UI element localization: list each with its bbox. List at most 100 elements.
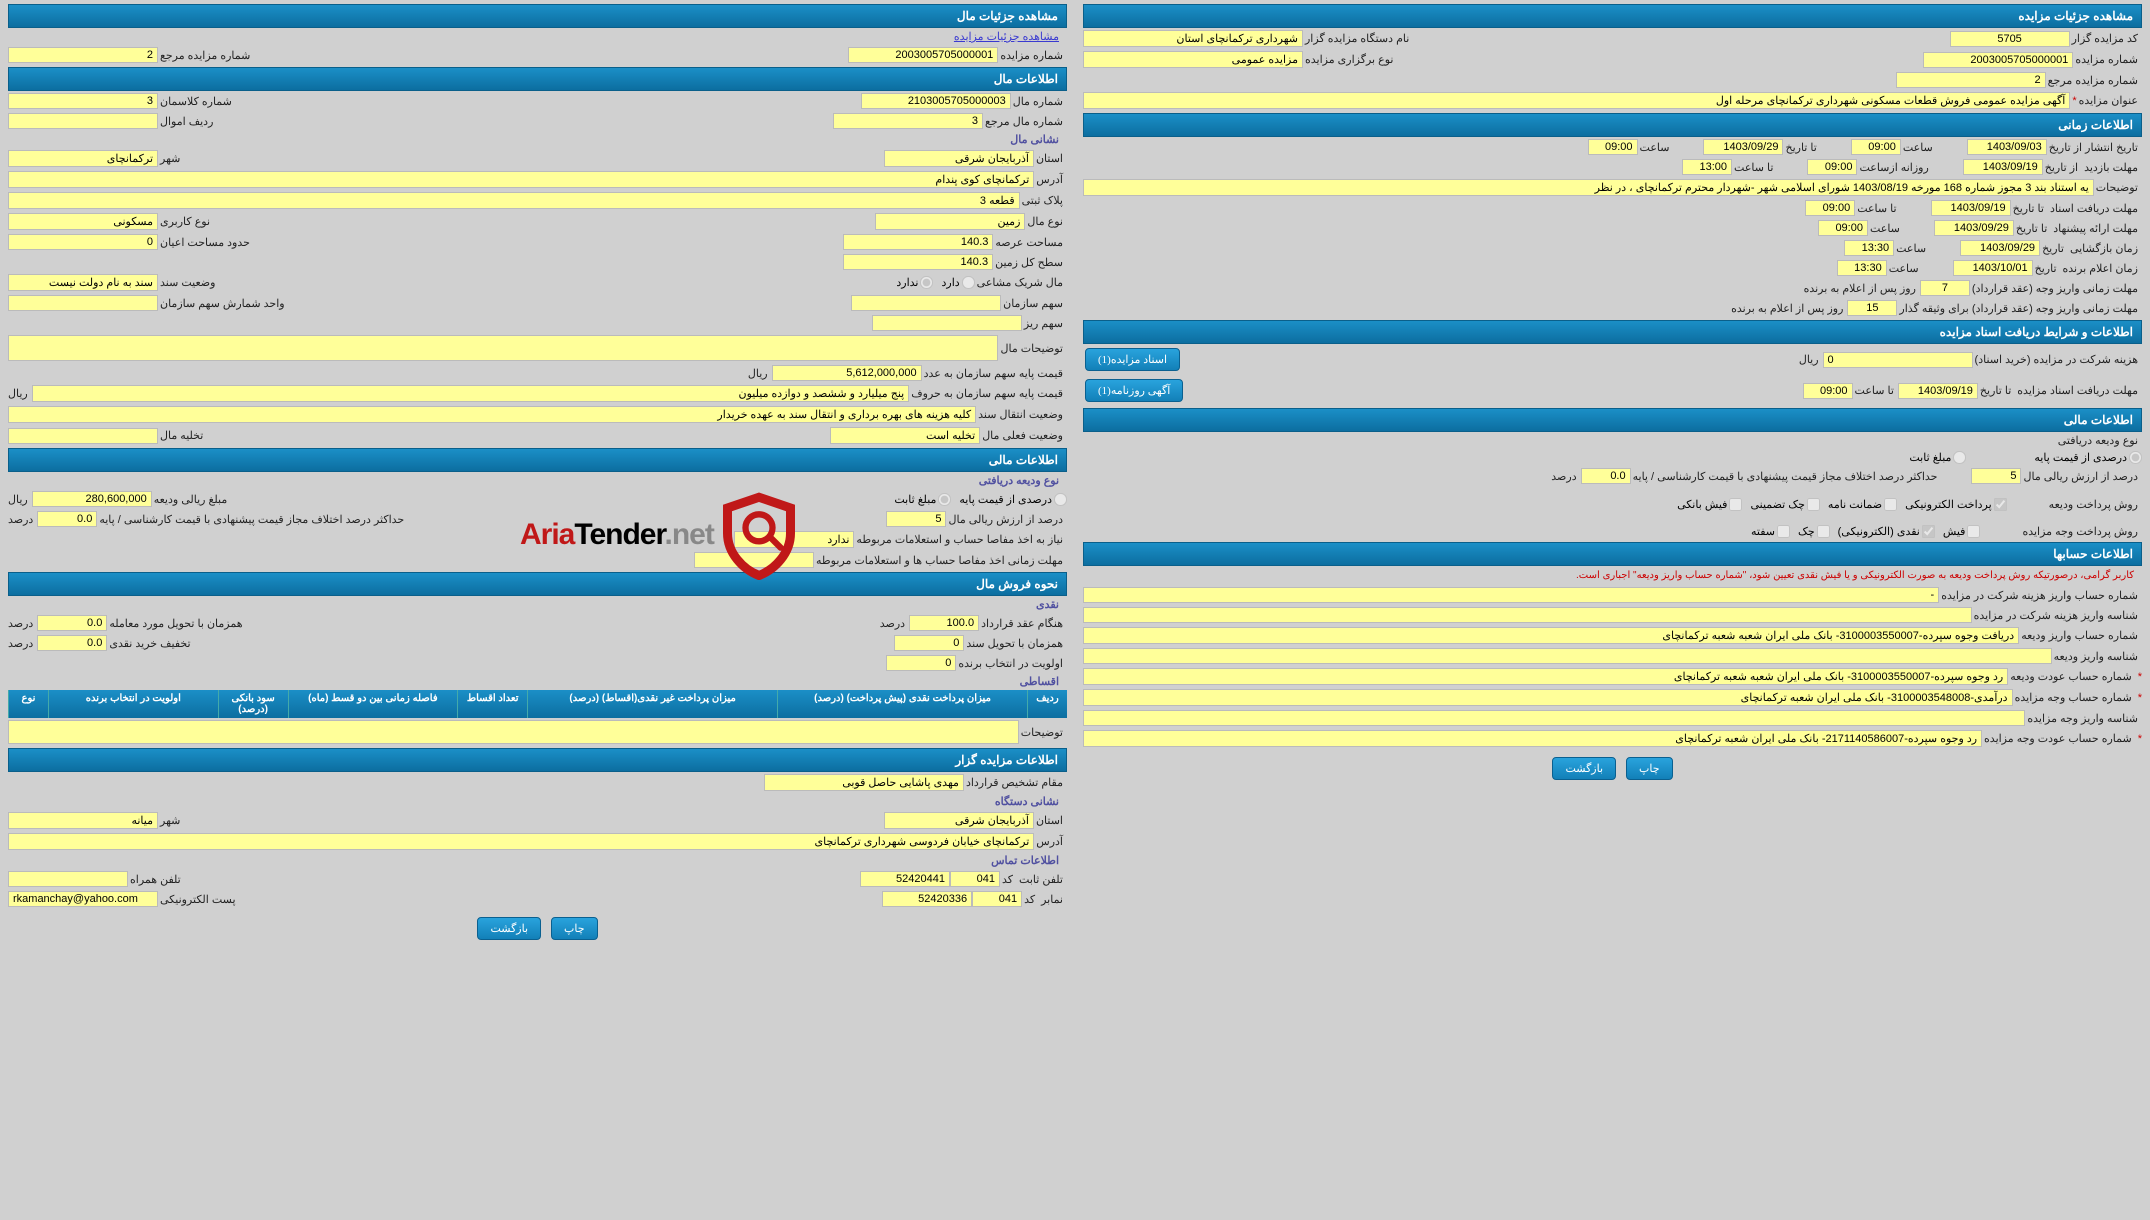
th-prepay: میزان پرداخت نقدی (پیش پرداخت) (درصد) [777,690,1027,718]
sub-contact: اطلاعات تماس [8,852,1067,869]
header-doc-cond: اطلاعات و شرایط دریافت اسناد مزایده [1083,320,2142,344]
lbl-mob: تلفن همراه [128,873,185,886]
lbl-org-share: سهم سازمان [1001,297,1067,310]
back-button-left[interactable]: بازگشت [477,917,541,940]
lbl-fax-code: کد [1022,893,1039,906]
lbl-pub-to: تا تاریخ [1783,141,1820,154]
val-base-num: 5,612,000,000 [772,365,922,381]
lbl-chk: چک [1790,525,1817,538]
val-class-num: 3 [8,93,158,109]
val-open-date: 1403/09/29 [1960,240,2040,256]
val-city: ترکمانچای [8,150,158,167]
print-button-left[interactable]: چاپ [551,917,598,940]
val-acc5: رد وجوه سپرده-3100003550007- بانک ملی ای… [1083,668,2008,685]
lbl-has: دارد [933,276,961,289]
lbl-before-deliver: همزمان با تحویل سند [964,637,1067,650]
lbl-open: زمان بازگشایی [2068,242,2142,255]
val-fee: 0 [1823,352,1973,368]
lbl-other-share: سهم ریز [1022,317,1067,330]
th-type: نوع [8,690,48,718]
val-pub-from: 1403/09/03 [1967,139,2047,155]
lbl-priority: اولویت در انتخاب برنده [956,657,1067,670]
cb-cash-e [1922,525,1935,538]
lbl-cur-status: وضعیت فعلی مال [980,429,1067,442]
unit-pct2: درصد [8,513,37,526]
radio-pct-base2 [1054,493,1067,506]
lbl-acc7: شناسه واریز وجه مزایده [2025,712,2142,725]
val-acc3: دریافت وجوه سپرده-3100003550007- بانک مل… [1083,627,2019,644]
val-offer-time: 09:00 [1818,220,1868,236]
note-accounts: کاربر گرامی، درصورتیکه روش پرداخت ودیعه … [1083,566,2142,585]
link-auction-details[interactable]: مشاهده جزئیات مزایده [8,28,1067,45]
val-email: rkamanchay@yahoo.com [8,891,158,907]
val-acc4 [1083,648,2052,664]
val-auction-num: 2003005705000001 [848,47,998,63]
print-button[interactable]: چاپ [1626,757,1673,780]
lbl-on-contract: هنگام عقد قرارداد [979,617,1067,630]
lbl-discount: تخفیف خرید نقدی [107,637,194,650]
val-prop-ref: 3 [833,113,983,129]
val-desc: یه استناد بند 3 مجوز شماره 168 مورخه 140… [1083,179,2094,196]
cb-bank-slip [1729,498,1742,511]
val-fax-code: 041 [972,891,1022,907]
header-sale: نحوه فروش مال [8,572,1067,596]
lbl-email: پست الکترونیکی [158,893,240,906]
lbl-winner-date: تاریخ [2033,262,2061,275]
val-need-clear: ندارد [734,531,854,548]
val-other-share [872,315,1022,331]
lbl-dep-deadline: مهلت زمانی واریز وجه (عقد قرارداد) [1970,282,2142,295]
val-priority: 0 [886,655,956,671]
val-auc-num: 2003005705000001 [1923,52,2073,68]
lbl-total-area: سطح کل زمین [993,256,1067,269]
lbl-on-delivery: همزمان با تحویل مورد معامله [107,617,246,630]
val-before-deliver: 0 [894,635,964,651]
lbl-title: عنوان مزایده [2077,94,2142,107]
lbl-class-num: شماره کلاسمان [158,95,236,108]
val-title: آگهی مزایده عمومی فروش قطعات مسکونی شهرد… [1083,92,2070,109]
lbl-plate: پلاک ثبتی [1020,194,1067,207]
header-fin: اطلاعات مالی [1083,408,2142,432]
u-pct-a: درصد [880,617,909,630]
lbl-bank-slip: فیش بانکی [1669,498,1729,511]
val-mob [8,871,128,887]
val-ref: 2 [1896,72,2046,88]
header-holder: اطلاعات مزایده گزار [8,748,1067,772]
header-prop-info: اطلاعات مال [8,67,1067,91]
lbl-dep-rial: مبلغ ریالی ودیعه [152,493,232,506]
back-button[interactable]: بازگشت [1552,757,1616,780]
lbl-transfer: وضعیت انتقال سند [976,408,1067,421]
lbl-open-date: تاریخ [2040,242,2068,255]
lbl-cash-e: نقدی (الکترونیکی) [1830,525,1922,538]
lbl-offer: مهلت ارائه پیشنهاد [2051,222,2142,235]
val-on-delivery: 0.0 [37,615,107,631]
lbl-asset-row: ردیف اموال [158,115,217,128]
lbl-daily: روزانه ازساعت [1857,161,1932,174]
lbl-share-unit: واحد شمارش سهم سازمان [158,297,289,310]
req-title: * [2070,95,2076,107]
lbl-shared: مال شریک مشاعی [975,276,1067,289]
val-guar-days: 15 [1847,300,1897,316]
lbl-pay-auc: روش پرداخت وجه مزایده [2020,525,2142,538]
val-dep-rial: 280,600,000 [32,491,152,507]
lbl-fax: نمابر [1039,893,1067,906]
val-acc1: - [1083,587,1939,603]
lbl-guar-deadline: مهلت زمانی واریز وجه (عقد قرارداد) برای … [1897,302,2142,315]
val-winner-date: 1403/10/01 [1953,260,2033,276]
sub-prop-location: نشانی مال [8,131,1067,148]
lbl-pay-dep: روش پرداخت ودیعه [2047,498,2142,511]
lbl-auction-num: شماره مزایده [998,49,1067,62]
lbl-pay-e: پرداخت الکترونیکی [1897,498,1994,511]
val-pub-to: 1403/09/29 [1703,139,1783,155]
lbl-doc-deadline: مهلت دریافت اسناد مزایده [2015,384,2142,397]
th-interest: سود بانکی (درصد) [218,690,288,718]
radio-fixed [1953,451,1966,464]
lbl-to-time2: تا ساعت [1855,202,1900,215]
newspaper-ad-button[interactable]: آگهی روزنامه(1) [1085,379,1183,402]
auction-docs-button[interactable]: اسناد مزایده(1) [1085,348,1180,371]
lbl-asset-type: نوع مال [1025,215,1067,228]
val-prov2: آذربایجان شرقی [884,812,1034,829]
val-city2: میانه [8,812,158,829]
lbl-pub-from: تاریخ انتشار از تاریخ [2047,141,2142,154]
lbl-fixed: مبلغ ثابت [1901,451,1953,464]
lbl-offer-to: تا تاریخ [2014,222,2051,235]
